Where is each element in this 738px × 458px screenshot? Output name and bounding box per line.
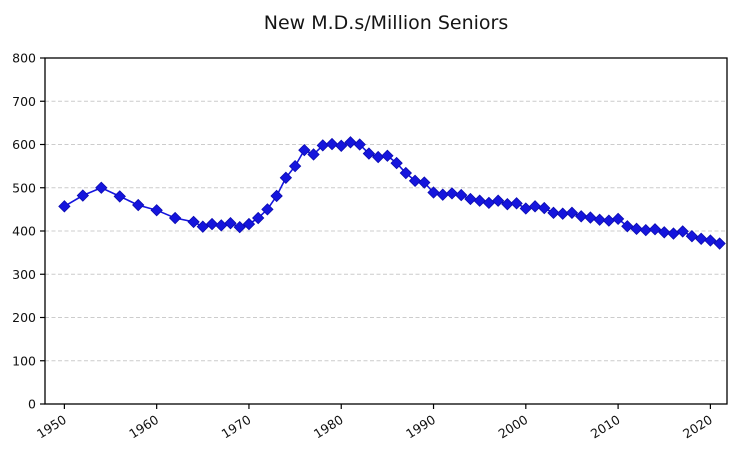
data-point-1991 bbox=[436, 188, 449, 201]
data-point-2001 bbox=[528, 200, 542, 213]
data-point-2020 bbox=[704, 234, 717, 247]
data-point-2017 bbox=[676, 225, 689, 238]
data-point-1967 bbox=[215, 219, 228, 232]
data-point-1997 bbox=[491, 194, 505, 207]
data-point-1993 bbox=[455, 188, 468, 202]
data-point-1986 bbox=[390, 156, 403, 170]
x-tick-label-1950: 1950 bbox=[34, 412, 69, 442]
y-tick-label-800: 800 bbox=[12, 51, 36, 66]
data-point-1987 bbox=[399, 166, 413, 180]
data-point-2021 bbox=[713, 237, 726, 250]
data-point-1979 bbox=[325, 137, 339, 151]
y-tick-label-700: 700 bbox=[12, 94, 36, 109]
y-tick-label-0: 0 bbox=[28, 397, 36, 412]
data-point-1956 bbox=[113, 190, 126, 203]
x-tick-label-1960: 1960 bbox=[126, 412, 161, 442]
data-point-1971 bbox=[252, 211, 265, 225]
y-tick-label-300: 300 bbox=[12, 267, 36, 282]
data-point-2012 bbox=[630, 222, 643, 236]
data-point-2019 bbox=[694, 232, 708, 245]
data-point-1960 bbox=[150, 204, 163, 217]
data-point-2004 bbox=[556, 207, 569, 220]
data-point-1973 bbox=[270, 189, 283, 203]
x-tick-label-2020: 2020 bbox=[680, 412, 715, 442]
data-point-1992 bbox=[445, 187, 459, 200]
data-point-1996 bbox=[482, 196, 496, 210]
data-point-1983 bbox=[362, 147, 376, 160]
y-tick-label-100: 100 bbox=[12, 353, 36, 368]
chart-title: New M.D.s/Million Seniors bbox=[263, 12, 509, 34]
series-line bbox=[63, 141, 720, 245]
data-point-1975 bbox=[288, 159, 302, 173]
data-point-2009 bbox=[602, 214, 616, 227]
data-point-2014 bbox=[648, 223, 662, 236]
data-point-1965 bbox=[196, 220, 209, 233]
data-point-1966 bbox=[205, 217, 219, 231]
data-point-1985 bbox=[381, 149, 394, 162]
x-tick-label-2000: 2000 bbox=[495, 412, 530, 442]
data-point-2008 bbox=[593, 213, 606, 226]
data-point-1976 bbox=[298, 143, 311, 157]
data-point-2005 bbox=[565, 206, 579, 220]
data-point-1977 bbox=[307, 148, 320, 161]
data-point-1974 bbox=[279, 171, 293, 184]
data-point-1982 bbox=[353, 138, 366, 151]
data-point-2011 bbox=[621, 220, 634, 233]
data-point-1958 bbox=[132, 198, 145, 212]
data-point-1980 bbox=[335, 139, 348, 152]
data-point-1952 bbox=[76, 189, 90, 202]
data-point-1970 bbox=[242, 217, 256, 231]
y-tick-label-600: 600 bbox=[12, 137, 36, 152]
data-point-1989 bbox=[418, 176, 431, 189]
data-point-2013 bbox=[639, 223, 652, 237]
y-tick-label-500: 500 bbox=[12, 180, 36, 195]
y-tick-label-400: 400 bbox=[12, 224, 36, 239]
y-tick-label-200: 200 bbox=[12, 310, 36, 325]
x-tick-label-1970: 1970 bbox=[219, 412, 254, 442]
data-point-2000 bbox=[519, 202, 532, 215]
x-tick-label-2010: 2010 bbox=[588, 412, 623, 442]
data-point-1950 bbox=[58, 200, 71, 213]
data-point-1995 bbox=[473, 194, 486, 207]
data-point-1964 bbox=[187, 215, 200, 229]
data-point-2016 bbox=[667, 227, 680, 240]
x-tick-label-1990: 1990 bbox=[403, 412, 438, 442]
x-tick-label-1980: 1980 bbox=[311, 412, 346, 442]
data-point-1968 bbox=[224, 217, 237, 230]
data-point-2007 bbox=[584, 211, 597, 224]
data-point-1999 bbox=[510, 197, 523, 210]
data-point-2002 bbox=[538, 201, 551, 215]
data-point-1969 bbox=[233, 220, 246, 234]
data-point-1972 bbox=[261, 203, 274, 216]
data-point-1954 bbox=[95, 181, 108, 194]
data-point-1962 bbox=[168, 211, 182, 225]
data-point-2018 bbox=[685, 230, 699, 243]
data-point-2010 bbox=[611, 212, 625, 226]
data-point-2015 bbox=[658, 226, 671, 239]
